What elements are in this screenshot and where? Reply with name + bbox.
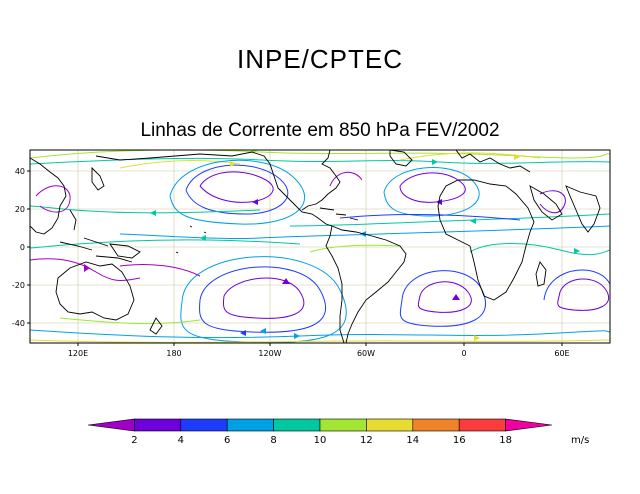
colorbar-label: 4 [178, 435, 184, 446]
x-tick-label: 60E [554, 349, 569, 358]
x-tick-label: 0 [461, 349, 466, 358]
colorbar-segment [87, 418, 135, 432]
graticule [30, 150, 610, 343]
map-body [30, 150, 610, 343]
y-tick-label: -40 [12, 319, 25, 328]
colorbar-segment [180, 418, 228, 432]
colorbar-unit: m/s [571, 435, 589, 446]
colorbar-label: 6 [224, 435, 230, 446]
colorbar-label: 12 [360, 435, 373, 446]
colorbar-label: 16 [453, 435, 466, 446]
colorbar-segment [134, 418, 182, 432]
colorbar-segment [412, 418, 460, 432]
colorbar: 2 4 6 8 10 12 14 16 18 [87, 418, 553, 446]
colorbar-label: 14 [406, 435, 419, 446]
y-tick-label: 40 [15, 167, 25, 176]
streamlines [30, 150, 610, 343]
map-title: Linhas de Corrente em 850 hPa FEV/2002 [140, 120, 500, 141]
x-tick-label: 120E [68, 349, 88, 358]
colorbar-segment [458, 418, 506, 432]
coastlines [30, 150, 601, 343]
x-tick-label: 60W [357, 349, 375, 358]
colorbar-segment [366, 418, 414, 432]
colorbar-label: 10 [314, 435, 327, 446]
map-frame [29, 149, 611, 344]
y-tick-label: 0 [20, 243, 25, 252]
y-axis: 40 20 0 -20 -40 [12, 167, 30, 328]
x-tick-label: 180 [166, 349, 181, 358]
x-tick-label: 120W [258, 349, 281, 358]
y-tick-label: -20 [12, 281, 25, 290]
colorbar-segment [226, 418, 274, 432]
colorbar-label: 2 [131, 435, 137, 446]
colorbar-segment [505, 418, 553, 432]
x-axis: 120E 180 120W 60W 0 60E [68, 343, 570, 358]
flow-arrows [84, 150, 580, 341]
colorbar-segment [319, 418, 367, 432]
colorbar-label: 18 [499, 435, 512, 446]
org-header: INPE/CPTEC [236, 44, 404, 74]
colorbar-segment [273, 418, 321, 432]
colorbar-label: 8 [270, 435, 276, 446]
y-tick-label: 20 [15, 205, 25, 214]
